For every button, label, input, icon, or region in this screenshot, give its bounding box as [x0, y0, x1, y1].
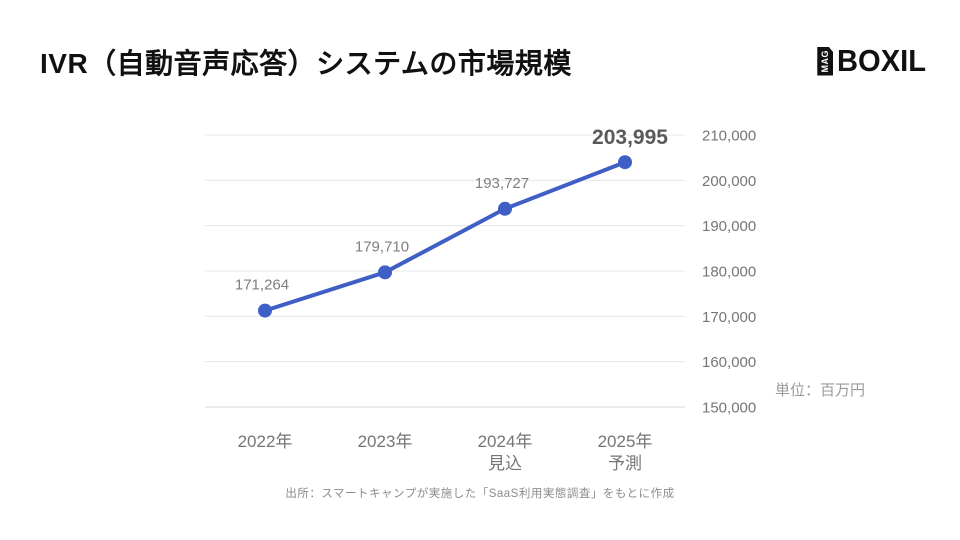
y-axis-tick-label: 190,000	[702, 218, 756, 235]
data-label: 171,264	[235, 277, 289, 294]
unit-label: 単位：百万円	[775, 382, 866, 399]
boxil-mag-logo: MAG BOXIL	[817, 43, 932, 79]
y-axis-tick-label: 150,000	[702, 400, 756, 417]
data-point	[618, 155, 632, 170]
x-axis-label: 2022年	[238, 432, 293, 451]
y-axis-tick-label: 180,000	[702, 264, 756, 281]
x-axis-label: 見込	[488, 454, 522, 473]
data-label: 179,710	[355, 238, 409, 255]
x-axis-label: 2023年	[358, 432, 413, 451]
series-line	[263, 160, 627, 313]
page-title: IVR（自動音声応答）システムの市場規模	[40, 48, 572, 79]
y-axis-tick-label: 170,000	[702, 309, 756, 326]
x-axis-label: 2025年	[598, 432, 653, 451]
data-label: 193,727	[475, 175, 529, 192]
data-label: 203,995	[592, 126, 668, 149]
y-axis-tick-label: 200,000	[702, 173, 756, 190]
y-axis-tick-label: 160,000	[702, 354, 756, 371]
x-axis-label: 2024年	[478, 432, 533, 451]
y-axis-tick-label: 210,000	[702, 128, 756, 145]
data-point	[498, 201, 512, 216]
x-axis-label: 予測	[608, 454, 642, 473]
mag-flag-icon: MAG	[817, 46, 834, 76]
data-point	[258, 303, 272, 318]
logo-boxil-text: BOXIL	[837, 43, 927, 78]
source-note: 出所：スマートキャンプが実施した「SaaS利用実態調査」をもとに作成	[285, 488, 675, 500]
data-point	[378, 265, 392, 280]
